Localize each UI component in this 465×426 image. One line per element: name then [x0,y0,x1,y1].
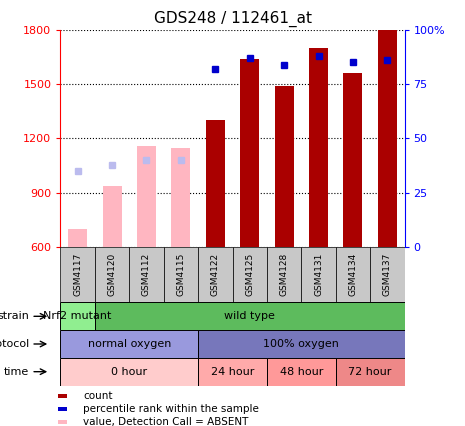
Text: strain: strain [0,311,29,321]
Text: value, Detection Call = ABSENT: value, Detection Call = ABSENT [83,417,248,426]
Text: count: count [83,391,113,401]
Text: GSM4125: GSM4125 [245,253,254,296]
Bar [137,146,156,247]
Bar [240,59,259,247]
Text: percentile rank within the sample: percentile rank within the sample [83,404,259,414]
Bar [206,121,225,247]
Bar [58,394,67,398]
Bar [198,330,405,358]
Bar [58,407,67,411]
Text: GSM4128: GSM4128 [279,253,289,296]
Text: 0 hour: 0 hour [111,367,147,377]
Bar [267,247,301,302]
Bar [370,247,405,302]
Text: wild type: wild type [224,311,275,321]
Bar [164,247,198,302]
Text: 72 hour: 72 hour [348,367,392,377]
Bar [60,330,198,358]
Bar [309,48,328,247]
Text: 24 hour: 24 hour [211,367,254,377]
Bar [378,30,397,247]
Text: GSM4122: GSM4122 [211,253,220,296]
Bar [60,247,95,302]
Bar [232,247,267,302]
Bar [60,358,198,386]
Bar [129,247,164,302]
Text: GSM4137: GSM4137 [383,253,392,296]
Bar [267,358,336,386]
Bar [198,358,267,386]
Text: GSM4117: GSM4117 [73,253,82,296]
Bar [60,302,95,330]
Text: 48 hour: 48 hour [279,367,323,377]
Bar [301,247,336,302]
Text: time: time [4,367,29,377]
Bar [103,186,121,247]
Text: protocol: protocol [0,339,29,349]
Bar [275,86,293,247]
Bar [68,229,87,247]
Bar [336,358,405,386]
Text: GSM4131: GSM4131 [314,253,323,296]
Text: 100% oxygen: 100% oxygen [263,339,339,349]
Bar [198,247,232,302]
Text: GSM4120: GSM4120 [107,253,117,296]
Bar [344,73,362,247]
Text: Nrf2 mutant: Nrf2 mutant [43,311,112,321]
Bar [336,247,370,302]
Title: GDS248 / 112461_at: GDS248 / 112461_at [153,11,312,27]
Text: GSM4115: GSM4115 [176,253,186,296]
Text: GSM4134: GSM4134 [348,253,358,296]
Bar [172,147,190,247]
Text: GSM4112: GSM4112 [142,253,151,296]
Text: normal oxygen: normal oxygen [87,339,171,349]
Bar [58,420,67,423]
Bar [95,247,129,302]
